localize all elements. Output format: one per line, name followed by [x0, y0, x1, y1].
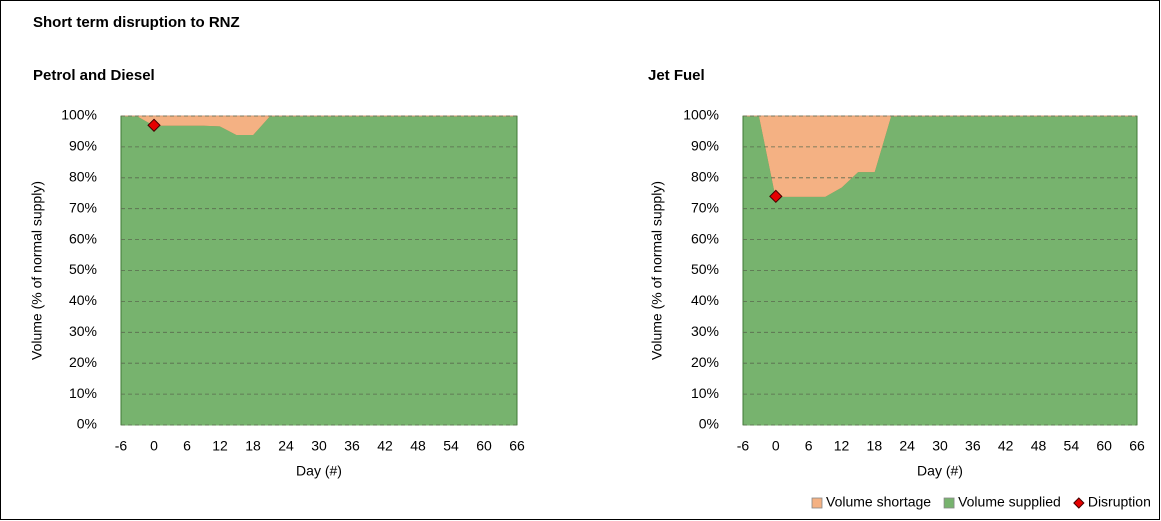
x-tick-label: 30	[932, 438, 948, 454]
x-tick-label: 18	[867, 438, 883, 454]
x-tick-label: 24	[278, 438, 294, 454]
y-tick-label: 20%	[69, 354, 97, 370]
y-tick-label: 30%	[69, 323, 97, 339]
y-tick-label: 70%	[691, 199, 719, 215]
y-tick-label: 100%	[61, 107, 97, 123]
legend-label: Volume shortage	[826, 494, 931, 510]
y-tick-label: 90%	[691, 138, 719, 154]
x-tick-label: 54	[1064, 438, 1080, 454]
x-tick-label: 36	[344, 438, 360, 454]
x-tick-label: 0	[150, 438, 158, 454]
x-tick-label: 42	[377, 438, 393, 454]
y-axis-label: Volume (% of normal supply)	[29, 181, 45, 360]
y-tick-label: 20%	[691, 354, 719, 370]
legend-marker	[1073, 497, 1085, 509]
y-tick-label: 50%	[69, 261, 97, 277]
y-tick-label: 10%	[69, 385, 97, 401]
x-tick-label: -6	[737, 438, 750, 454]
page-title: Short term disruption to RNZ	[33, 14, 240, 31]
y-tick-label: 70%	[69, 199, 97, 215]
x-axis-label: Day (#)	[917, 463, 963, 479]
x-tick-label: 18	[245, 438, 261, 454]
x-tick-label: 48	[410, 438, 426, 454]
x-tick-label: -6	[115, 438, 128, 454]
x-tick-label: 12	[212, 438, 228, 454]
x-tick-label: 60	[476, 438, 492, 454]
x-tick-label: 48	[1031, 438, 1047, 454]
x-tick-label: 60	[1096, 438, 1112, 454]
y-tick-label: 50%	[691, 261, 719, 277]
x-tick-label: 54	[443, 438, 459, 454]
legend-swatch	[811, 497, 823, 509]
y-tick-label: 80%	[691, 169, 719, 185]
x-axis-label: Day (#)	[296, 463, 342, 479]
y-tick-label: 40%	[69, 292, 97, 308]
y-tick-label: 10%	[691, 385, 719, 401]
y-axis-label: Volume (% of normal supply)	[649, 181, 665, 360]
x-tick-label: 36	[965, 438, 981, 454]
x-tick-label: 6	[805, 438, 813, 454]
x-tick-label: 42	[998, 438, 1014, 454]
x-tick-label: 24	[899, 438, 915, 454]
legend-swatch	[943, 497, 955, 509]
y-tick-label: 30%	[691, 323, 719, 339]
x-tick-label: 12	[834, 438, 850, 454]
y-tick-label: 80%	[69, 169, 97, 185]
disruption-marker	[147, 118, 161, 132]
y-tick-label: 0%	[77, 416, 97, 432]
x-tick-label: 6	[183, 438, 191, 454]
y-tick-label: 40%	[691, 292, 719, 308]
x-tick-label: 66	[509, 438, 525, 454]
chart-title: Petrol and Diesel	[33, 67, 155, 84]
y-tick-label: 90%	[69, 138, 97, 154]
x-tick-label: 66	[1129, 438, 1145, 454]
y-tick-label: 0%	[699, 416, 719, 432]
y-tick-label: 100%	[683, 107, 719, 123]
x-tick-label: 0	[772, 438, 780, 454]
y-tick-label: 60%	[691, 230, 719, 246]
legend-label: Volume supplied	[958, 494, 1061, 510]
chart-title: Jet Fuel	[648, 67, 705, 84]
disruption-marker	[769, 189, 783, 204]
x-tick-label: 30	[311, 438, 327, 454]
y-tick-label: 60%	[69, 230, 97, 246]
legend-label: Disruption	[1088, 494, 1151, 510]
